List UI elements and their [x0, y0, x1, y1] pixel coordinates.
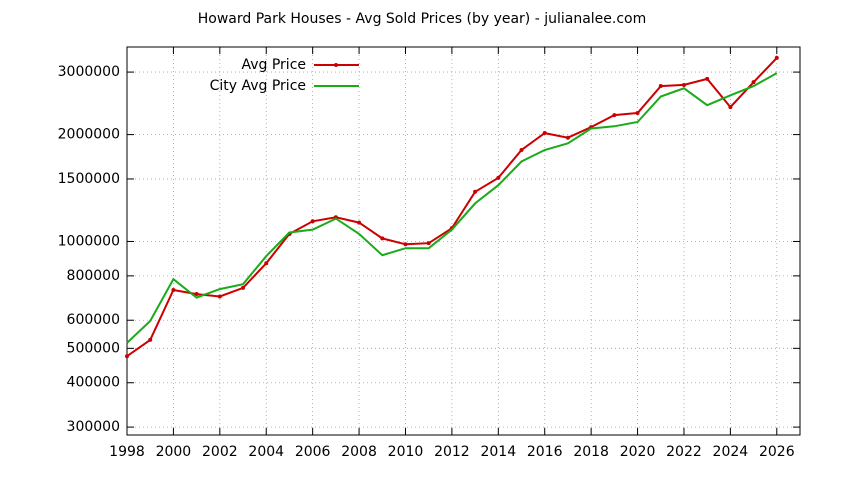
- data-point: [380, 236, 385, 241]
- x-tick-label: 2016: [527, 444, 563, 460]
- data-point: [612, 113, 617, 118]
- data-point: [565, 135, 570, 140]
- x-tick-label: 2000: [156, 444, 192, 460]
- legend-marker: [334, 63, 338, 67]
- x-tick-label: 2002: [202, 444, 238, 460]
- x-tick-label: 2008: [341, 444, 377, 460]
- data-point: [241, 285, 246, 290]
- legend-label: City Avg Price: [210, 78, 306, 94]
- data-point: [264, 261, 269, 266]
- data-point: [403, 242, 408, 247]
- data-point: [217, 294, 222, 299]
- y-tick-label: 1500000: [58, 171, 120, 187]
- x-tick-label: 2012: [434, 444, 470, 460]
- data-point: [426, 241, 431, 246]
- data-point: [496, 175, 501, 180]
- x-tick-label: 2004: [248, 444, 284, 460]
- y-tick-label: 400000: [67, 375, 120, 391]
- x-tick-label: 2022: [666, 444, 702, 460]
- x-tick-label: 2014: [480, 444, 516, 460]
- x-tick-label: 2006: [295, 444, 331, 460]
- x-tick-label: 1998: [109, 444, 145, 460]
- data-point: [774, 55, 779, 60]
- y-tick-label: 600000: [67, 312, 120, 328]
- data-point: [519, 147, 524, 152]
- data-point: [658, 84, 663, 89]
- data-point: [357, 220, 362, 225]
- y-tick-label: 2000000: [58, 127, 120, 143]
- data-point: [751, 80, 756, 85]
- data-point: [194, 292, 199, 297]
- x-tick-label: 2018: [573, 444, 609, 460]
- data-point: [681, 82, 686, 87]
- legend-label: Avg Price: [241, 57, 306, 73]
- chart-title: Howard Park Houses - Avg Sold Prices (by…: [198, 11, 647, 27]
- data-point: [171, 287, 176, 292]
- y-tick-label: 500000: [67, 340, 120, 356]
- data-point: [125, 354, 129, 359]
- y-tick-label: 1000000: [58, 233, 120, 249]
- y-tick-label: 800000: [67, 268, 120, 284]
- data-point: [473, 189, 478, 194]
- x-tick-label: 2024: [713, 444, 749, 460]
- y-tick-label: 3000000: [58, 64, 120, 80]
- x-tick-label: 2020: [620, 444, 656, 460]
- x-tick-label: 2026: [759, 444, 795, 460]
- data-point: [310, 219, 315, 224]
- plot-border: [126, 46, 801, 436]
- x-tick-label: 2010: [388, 444, 424, 460]
- data-point: [635, 111, 640, 116]
- y-tick-label: 300000: [67, 419, 120, 435]
- data-point: [705, 76, 710, 81]
- data-point: [542, 131, 547, 136]
- data-point: [148, 337, 153, 342]
- series-line: [126, 72, 778, 344]
- data-point: [728, 105, 733, 110]
